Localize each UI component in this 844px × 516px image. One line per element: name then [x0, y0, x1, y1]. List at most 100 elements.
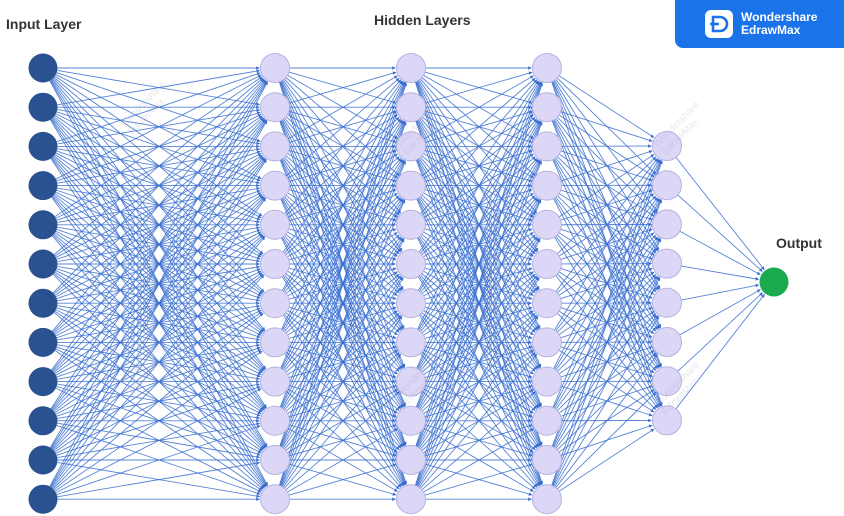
- hidden-node: [260, 445, 290, 475]
- connection-line: [288, 463, 397, 496]
- connection-line: [56, 425, 261, 495]
- connection-line: [279, 160, 406, 486]
- connection-line: [287, 428, 398, 493]
- connection-line: [558, 428, 655, 492]
- connection-line: [417, 238, 541, 487]
- connection-line: [679, 289, 761, 336]
- hidden-node: [396, 170, 426, 201]
- hidden-node: [396, 92, 426, 123]
- connection-line: [57, 461, 261, 498]
- hidden-node: [396, 327, 426, 358]
- hidden-node: [396, 209, 426, 240]
- connection-line: [557, 391, 657, 490]
- connection-line: [49, 81, 269, 487]
- connection-line: [279, 82, 406, 408]
- connection-line: [557, 156, 657, 255]
- connection-line: [554, 158, 660, 331]
- hidden-node: [532, 209, 562, 240]
- connection-line: [420, 353, 538, 489]
- connection-line: [418, 80, 539, 253]
- connection-line: [279, 82, 407, 447]
- connection-line: [552, 159, 662, 408]
- connection-line: [285, 391, 400, 491]
- hidden-node: [260, 327, 290, 358]
- input-node: [28, 210, 58, 240]
- input-node: [28, 288, 58, 318]
- connection-line: [415, 121, 543, 486]
- connection-line: [50, 159, 267, 488]
- connection-line: [54, 350, 263, 492]
- connection-line: [423, 75, 534, 140]
- hidden-node: [260, 209, 290, 240]
- connection-line: [551, 160, 663, 486]
- hidden-node: [260, 288, 290, 319]
- connection-line: [677, 194, 763, 272]
- hidden-node: [396, 53, 426, 83]
- connection-line: [420, 79, 538, 215]
- connection-line: [552, 238, 662, 487]
- connection-line: [553, 159, 661, 369]
- connection-line: [280, 199, 406, 487]
- hidden-node: [396, 405, 426, 436]
- connection-line: [49, 81, 268, 448]
- connection-line: [415, 160, 542, 486]
- input-node: [28, 367, 58, 397]
- hidden-node: [532, 288, 562, 319]
- hidden-node: [396, 445, 426, 475]
- connection-line: [50, 80, 267, 409]
- connection-line: [280, 81, 406, 369]
- connection-line: [282, 315, 403, 488]
- hidden-node: [532, 53, 562, 83]
- connection-line: [52, 236, 266, 489]
- output-node: [759, 267, 789, 297]
- connection-line: [423, 428, 534, 493]
- connection-line: [418, 315, 539, 488]
- connection-line: [285, 77, 400, 177]
- connection-line: [57, 69, 261, 106]
- hidden-node: [532, 366, 562, 397]
- connection-line: [281, 238, 405, 487]
- connection-line: [282, 80, 403, 253]
- connection-line: [53, 77, 264, 255]
- neurons: [28, 53, 789, 515]
- input-node: [28, 92, 58, 122]
- connection-line: [558, 154, 655, 218]
- hidden-node: [532, 445, 562, 475]
- input-node: [28, 327, 58, 357]
- connections: [49, 66, 765, 502]
- connection-line: [551, 199, 662, 486]
- connection-line: [554, 315, 660, 488]
- connection-line: [279, 121, 407, 486]
- hidden-node: [652, 287, 682, 318]
- connection-line: [560, 111, 653, 142]
- hidden-node: [396, 366, 426, 397]
- connection-line: [288, 71, 397, 104]
- connection-line: [421, 391, 536, 491]
- hidden-node: [532, 92, 562, 123]
- connection-line: [416, 81, 542, 369]
- hidden-node: [396, 249, 426, 279]
- connection-line: [284, 353, 402, 489]
- hidden-node: [532, 249, 562, 279]
- connection-line: [417, 277, 540, 487]
- connection-line: [54, 76, 263, 218]
- connection-line: [287, 75, 398, 140]
- connection-line: [417, 81, 540, 291]
- connection-line: [416, 199, 542, 487]
- connection-line: [675, 293, 765, 410]
- hidden-node: [260, 92, 290, 123]
- connection-line: [555, 354, 658, 488]
- connection-line: [49, 120, 268, 487]
- connection-line: [281, 81, 404, 291]
- input-node: [28, 53, 58, 83]
- hidden-node: [652, 366, 682, 397]
- connection-line: [52, 78, 265, 294]
- badge-line-1: Wondershare: [741, 10, 818, 24]
- hidden-node: [652, 131, 682, 161]
- connection-line: [560, 150, 653, 182]
- hidden-node: [652, 248, 682, 279]
- connection-line: [56, 72, 261, 143]
- connection-line: [415, 82, 542, 408]
